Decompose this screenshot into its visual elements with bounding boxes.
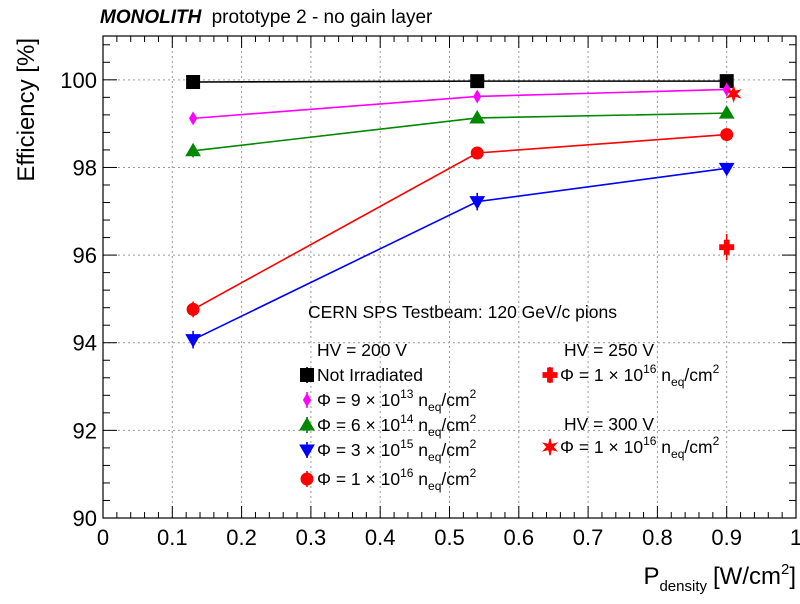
- y-axis-label: Efficiency [%]: [13, 38, 40, 182]
- series-layer: [185, 74, 742, 349]
- series-line: [192, 112, 727, 152]
- x-label-main: P: [643, 563, 659, 590]
- data-point: [186, 75, 201, 90]
- legend-entry: Φ = 1 × 1016 neq/cm2: [542, 434, 720, 461]
- y-tick-label: 90: [73, 506, 97, 531]
- x-tick-label: 0.5: [434, 525, 465, 550]
- x-axis-label: Pdensity [W/cm2]: [643, 561, 796, 595]
- data-point: [722, 82, 731, 97]
- series-6: [725, 84, 742, 104]
- data-point: [469, 109, 486, 124]
- legend: HV = 200 V HV = 250 V HV = 300 V Not Irr…: [299, 340, 720, 493]
- data-point: [718, 105, 735, 119]
- testbeam-annotation: CERN SPS Testbeam: 120 GeV/c pions: [308, 302, 617, 322]
- legend-label: Not Irradiated: [317, 365, 423, 385]
- legend-label: Φ = 1 × 1016 neq/cm2: [560, 362, 720, 389]
- series-4: [186, 128, 734, 318]
- x-label-sub: density: [659, 578, 707, 595]
- legend-entry: Φ = 1 × 1016 neq/cm2: [542, 362, 720, 389]
- legend-label: Φ = 9 × 1013 neq/cm2: [317, 387, 477, 414]
- series-2: [185, 105, 735, 158]
- series-line: [192, 133, 727, 311]
- data-point: [470, 146, 484, 160]
- x-label-unit: [W/cm: [713, 563, 781, 590]
- legend-hv200: HV = 200 V: [317, 340, 407, 360]
- x-tick-label: 0.6: [504, 525, 535, 550]
- series-3: [185, 162, 735, 349]
- legend-marker: [302, 393, 312, 407]
- series-1: [189, 82, 731, 126]
- y-tick-label: 100: [60, 68, 97, 93]
- legend-label: Φ = 6 × 1014 neq/cm2: [317, 412, 477, 439]
- data-point: [719, 239, 735, 255]
- axes: 0 0.1 0.2 0.3 0.4 0.5 0.6 0.7 0.8 0.9 1 90 92 94 96 98 1…: [60, 35, 800, 550]
- x-tick-label: 0.8: [642, 525, 673, 550]
- legend-entry: Not Irradiated: [300, 365, 423, 385]
- y-tick-label: 98: [73, 155, 97, 180]
- title-rest: prototype 2 - no gain layer: [212, 7, 433, 28]
- data-point: [470, 74, 485, 89]
- legend-entry: Φ = 3 × 1015 neq/cm2: [299, 437, 477, 464]
- legend-marker: [300, 368, 314, 382]
- x-tick-label: 0.2: [226, 525, 257, 550]
- y-tick-label: 96: [73, 243, 97, 268]
- x-tick-label: 0.1: [157, 525, 188, 550]
- x-tick-label: 0.3: [296, 525, 327, 550]
- legend-marker: [542, 437, 558, 457]
- data-point: [720, 128, 734, 142]
- series-0: [186, 74, 734, 90]
- data-point: [186, 302, 200, 316]
- x-tick-label: 0: [97, 525, 109, 550]
- legend-hv250: HV = 250 V: [564, 340, 654, 360]
- legend-marker: [299, 417, 315, 431]
- data-point: [185, 142, 201, 157]
- x-tick-label: 1: [790, 525, 800, 550]
- series-line: [193, 80, 727, 83]
- data-point: [725, 84, 742, 104]
- x-label-unit-sup: 2: [781, 561, 789, 578]
- chart-title: MONOLITH prototype 2 - no gain layer: [100, 7, 433, 28]
- data-point: [469, 196, 486, 210]
- series-5: [719, 234, 735, 261]
- data-point: [718, 162, 735, 177]
- legend-entry: Φ = 1 × 1016 neq/cm2: [300, 466, 477, 493]
- y-tick-label: 92: [73, 418, 97, 443]
- legend-entry: Φ = 9 × 1013 neq/cm2: [302, 387, 477, 414]
- x-tick-label: 0.4: [365, 525, 396, 550]
- legend-label: Φ = 1 × 1016 neq/cm2: [560, 434, 720, 461]
- data-point: [473, 89, 482, 104]
- x-label-unit-post: ]: [789, 563, 796, 590]
- legend-label: Φ = 1 × 1016 neq/cm2: [317, 466, 477, 493]
- x-tick-label: 0.7: [573, 525, 604, 550]
- legend-marker: [300, 472, 314, 486]
- grid: [103, 36, 796, 518]
- legend-hv300: HV = 300 V: [564, 414, 654, 434]
- x-tick-label: 0.9: [711, 525, 742, 550]
- data-point: [189, 111, 198, 126]
- legend-label: Φ = 3 × 1015 neq/cm2: [317, 437, 477, 464]
- y-tick-label: 94: [73, 331, 97, 356]
- legend-marker: [542, 367, 558, 383]
- legend-marker: [299, 444, 315, 458]
- title-bold: MONOLITH: [100, 7, 203, 28]
- data-point: [185, 334, 201, 348]
- legend-entry: Φ = 6 × 1014 neq/cm2: [299, 412, 477, 439]
